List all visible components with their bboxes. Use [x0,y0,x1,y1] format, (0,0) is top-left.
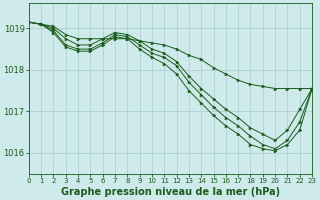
X-axis label: Graphe pression niveau de la mer (hPa): Graphe pression niveau de la mer (hPa) [61,187,280,197]
